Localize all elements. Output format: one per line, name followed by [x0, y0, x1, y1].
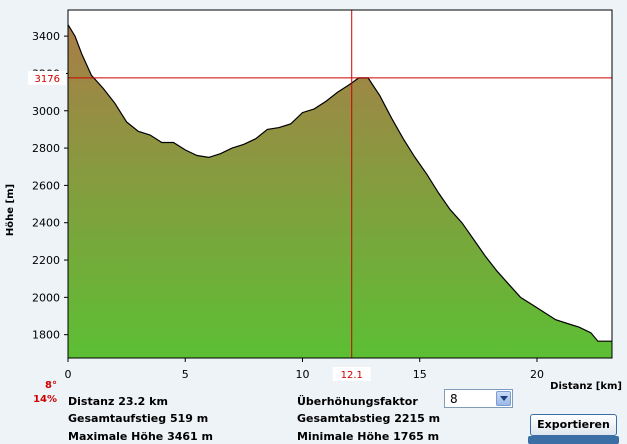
chevron-down-icon[interactable]: [496, 391, 511, 406]
y-tick-label: 2400: [32, 217, 60, 230]
y-tick-label: 2600: [32, 179, 60, 192]
x-tick-label: 20: [530, 368, 544, 381]
y-tick-label: 3400: [32, 30, 60, 43]
x-tick-label: 5: [182, 368, 189, 381]
stat-ueberhoehungsfaktor-label: Überhöhungsfaktor: [297, 395, 418, 408]
crosshair-y-label-bg: [28, 70, 66, 85]
elevation-line: [67, 24, 612, 342]
y-tick-label: 1800: [32, 329, 60, 342]
stat-gesamtabstieg: Gesamtabstieg 2215 m: [297, 412, 441, 425]
x-tick-label: 10: [295, 368, 309, 381]
ueberhoehungsfaktor-select[interactable]: 8: [444, 389, 513, 408]
elevation-area: [68, 24, 612, 358]
crosshair-x-label: 12.1: [341, 370, 363, 381]
stat-maximale-hoehe: Maximale Höhe 3461 m: [68, 430, 213, 443]
slope-degrees: 8°: [45, 380, 57, 391]
plot-border: [67, 9, 613, 359]
stat-gesamtaufstieg: Gesamtaufstieg 519 m: [68, 412, 209, 425]
x-axis-label: Distanz [km]: [550, 381, 622, 392]
crosshair-x-label-bg: [332, 367, 371, 381]
y-tick-label: 2200: [32, 254, 60, 267]
x-tick-label: 15: [413, 368, 427, 381]
y-tick-label: 2000: [32, 291, 60, 304]
crosshair-y-label: 3176: [35, 74, 60, 85]
y-tick-label: 2800: [32, 142, 60, 155]
elevation-profile-chart[interactable]: 1800200022002400260028003000320034000510…: [0, 0, 627, 395]
y-axis-label: Höhe [m]: [5, 184, 16, 236]
y-tick-label: 3000: [32, 105, 60, 118]
slope-percent: 14%: [33, 394, 57, 405]
export-button-underline: [528, 436, 619, 444]
ueberhoehungsfaktor-value: 8: [450, 392, 458, 406]
stat-minimale-hoehe: Minimale Höhe 1765 m: [297, 430, 440, 443]
stat-distanz: Distanz 23.2 km: [68, 395, 168, 408]
export-button[interactable]: Exportieren: [530, 414, 617, 436]
x-tick-label: 0: [65, 368, 72, 381]
